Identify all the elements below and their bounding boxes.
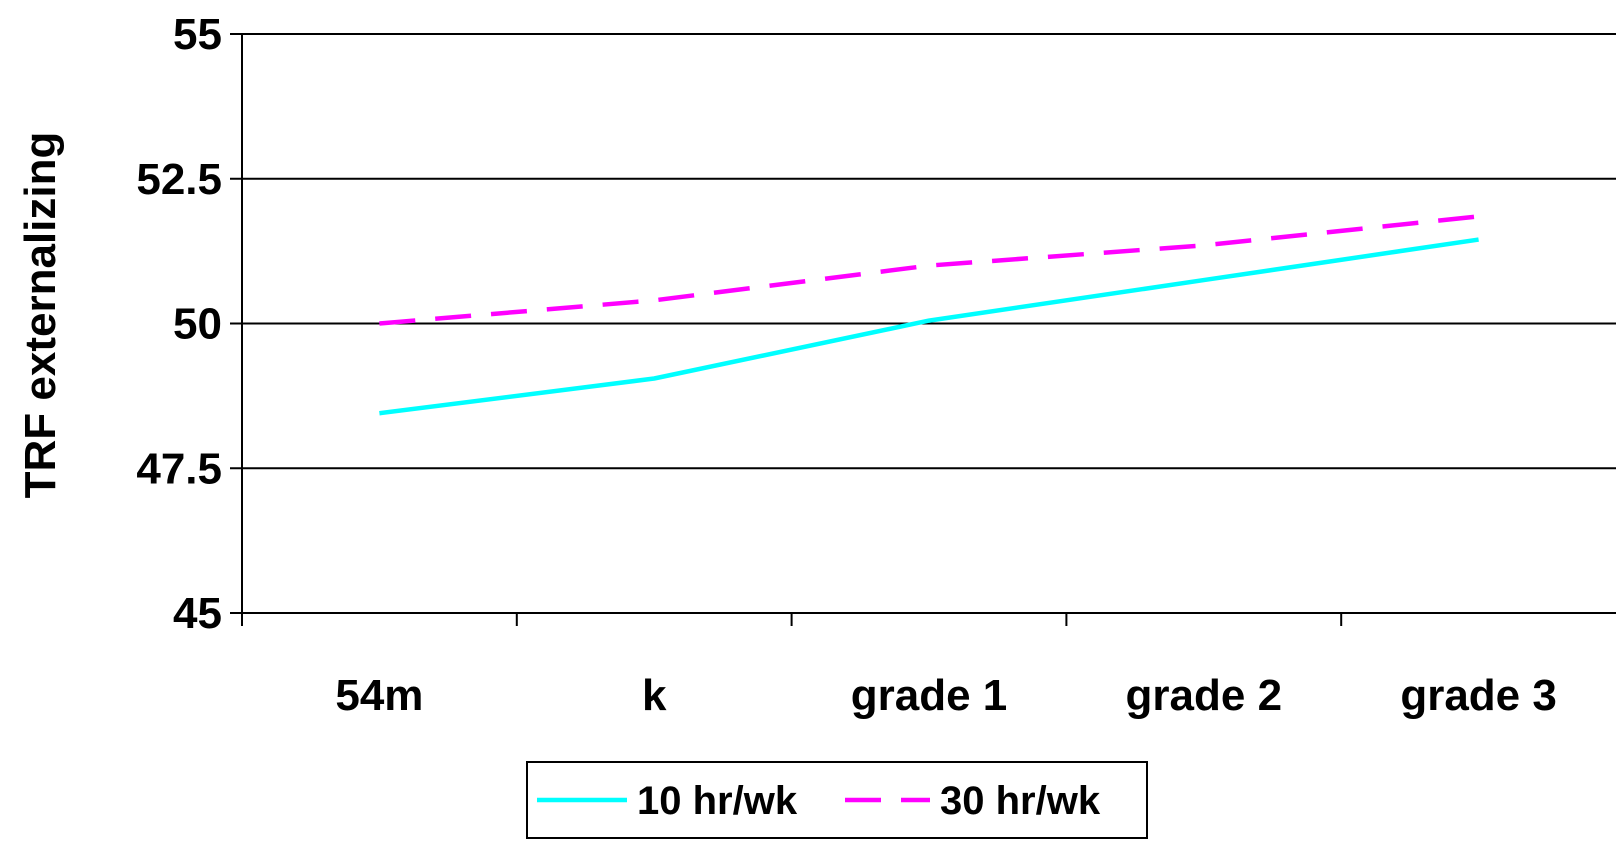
- y-tick-labels: 45 47.5 50 52.5 55: [136, 10, 222, 638]
- series-line-30-hr-wk: [379, 214, 1479, 326]
- x-tick-labels: 54m k grade 1 grade 2 grade 3: [335, 671, 1556, 720]
- y-tick-label: 47.5: [136, 444, 222, 493]
- y-axis-title: TRF externalizing: [16, 132, 65, 499]
- x-tick-label: grade 3: [1400, 671, 1557, 720]
- y-tick-label: 45: [173, 589, 222, 638]
- legend-label-30-hr-wk: 30 hr/wk: [940, 779, 1101, 823]
- x-tick-label: 54m: [335, 671, 423, 720]
- gridlines: [242, 33, 1616, 470]
- x-tick-label: grade 2: [1126, 671, 1283, 720]
- y-tick-label: 55: [173, 10, 222, 59]
- legend-label-10-hr-wk: 10 hr/wk: [637, 779, 798, 823]
- legend: 10 hr/wk 30 hr/wk: [526, 761, 1148, 839]
- y-tick-label: 52.5: [136, 155, 222, 204]
- x-tick-label: k: [642, 671, 667, 720]
- axes: [230, 33, 1616, 626]
- legend-frame: [526, 761, 1148, 839]
- series-lines: [379, 214, 1479, 416]
- series-line-10-hr-wk: [379, 237, 1479, 416]
- x-tick-label: grade 1: [851, 671, 1008, 720]
- y-tick-label: 50: [173, 300, 222, 349]
